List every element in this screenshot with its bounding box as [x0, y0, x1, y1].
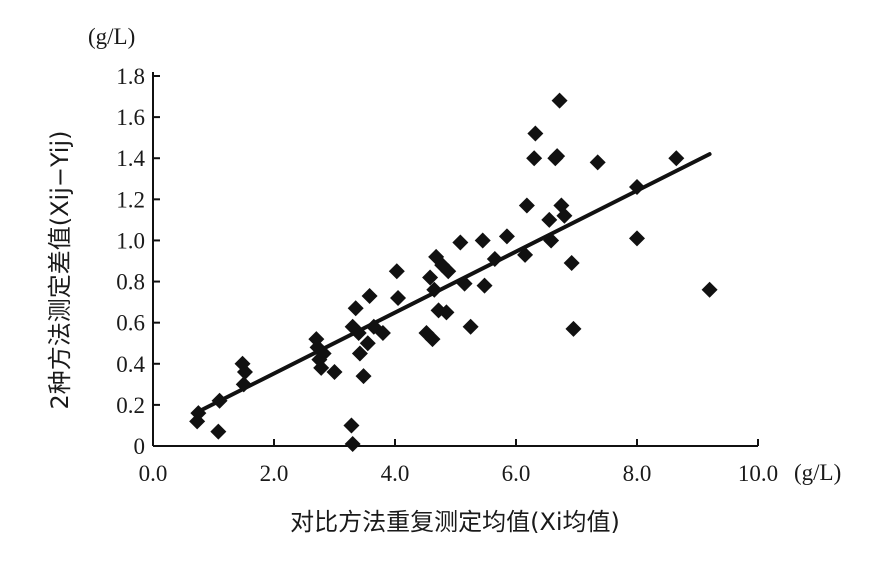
data-point	[476, 277, 493, 294]
y-tick-label: 1.0	[116, 228, 145, 253]
x-tick-label: 4.0	[381, 461, 410, 486]
y-tick-label: 0.8	[116, 270, 145, 295]
data-point	[347, 300, 364, 317]
data-point	[190, 405, 207, 422]
data-point	[211, 392, 228, 409]
data-point	[236, 364, 253, 380]
data-point	[361, 287, 378, 304]
data-point	[517, 246, 534, 263]
points-layer	[189, 92, 718, 452]
y-tick-label: 1.8	[116, 64, 145, 89]
data-point	[474, 232, 491, 249]
data-point	[359, 335, 376, 352]
data-point	[629, 230, 645, 247]
data-point	[452, 234, 469, 251]
x-tick-label: 10.0	[738, 461, 778, 486]
axes-layer: 0 0.2 0.4 0.6 0.8 1.0 1.2 1.4 1.6 1.8 0.0 2.0 4.0 6.0…	[116, 64, 778, 486]
y-tick-label: 0.4	[116, 352, 145, 377]
data-point	[350, 324, 367, 341]
data-point	[424, 331, 441, 348]
data-point	[388, 263, 405, 280]
data-point	[541, 211, 558, 228]
data-point	[518, 197, 535, 214]
data-point	[486, 250, 503, 267]
x-tick-label: 6.0	[502, 461, 531, 486]
data-point	[563, 255, 580, 272]
trendline-layer	[193, 152, 712, 416]
data-point	[235, 376, 252, 393]
y-tick-label: 0.6	[116, 311, 145, 336]
data-point	[629, 179, 645, 195]
data-point	[344, 435, 361, 452]
data-point	[390, 290, 407, 306]
data-point	[526, 150, 543, 167]
data-point	[313, 359, 330, 376]
x-axis-title: 对比方法重复测定均值(Xi均值)	[290, 508, 620, 536]
labels-layer: (g/L) (g/L) 对比方法重复测定均值(Xi均值) 2种方法测定差值(Xi…	[46, 24, 841, 536]
data-point	[374, 324, 391, 341]
data-point	[556, 207, 573, 224]
data-point	[543, 232, 560, 249]
data-point	[589, 154, 606, 171]
x-tick-label: 0.0	[139, 461, 168, 486]
data-point	[343, 417, 360, 434]
x-unit-label: (g/L)	[794, 460, 841, 485]
data-point	[565, 320, 582, 337]
data-point	[462, 318, 479, 335]
data-point	[527, 125, 544, 142]
x-tick-label: 8.0	[623, 461, 652, 486]
data-point	[440, 263, 457, 280]
data-point	[701, 281, 718, 298]
y-tick-label: 1.2	[116, 187, 145, 212]
data-point	[351, 345, 368, 362]
data-point	[551, 92, 568, 109]
y-tick-label: 1.6	[116, 105, 145, 130]
data-point	[315, 345, 332, 362]
y-tick-label: 0	[134, 434, 146, 459]
x-tick-label: 2.0	[260, 461, 289, 486]
trend-line	[193, 152, 712, 416]
data-point	[326, 364, 343, 380]
y-unit-label: (g/L)	[88, 24, 135, 49]
data-point	[355, 368, 372, 385]
y-tick-label: 1.4	[116, 146, 145, 171]
y-tick-label: 0.2	[116, 393, 145, 418]
y-axis-title: 2种方法测定差值(Xij−Yij)	[46, 130, 74, 409]
data-point	[422, 269, 439, 286]
data-point	[668, 150, 685, 167]
data-point	[210, 423, 227, 440]
data-point	[426, 281, 443, 298]
data-point	[549, 148, 566, 165]
data-point	[456, 275, 473, 292]
data-point	[438, 304, 455, 321]
data-point	[498, 228, 515, 245]
